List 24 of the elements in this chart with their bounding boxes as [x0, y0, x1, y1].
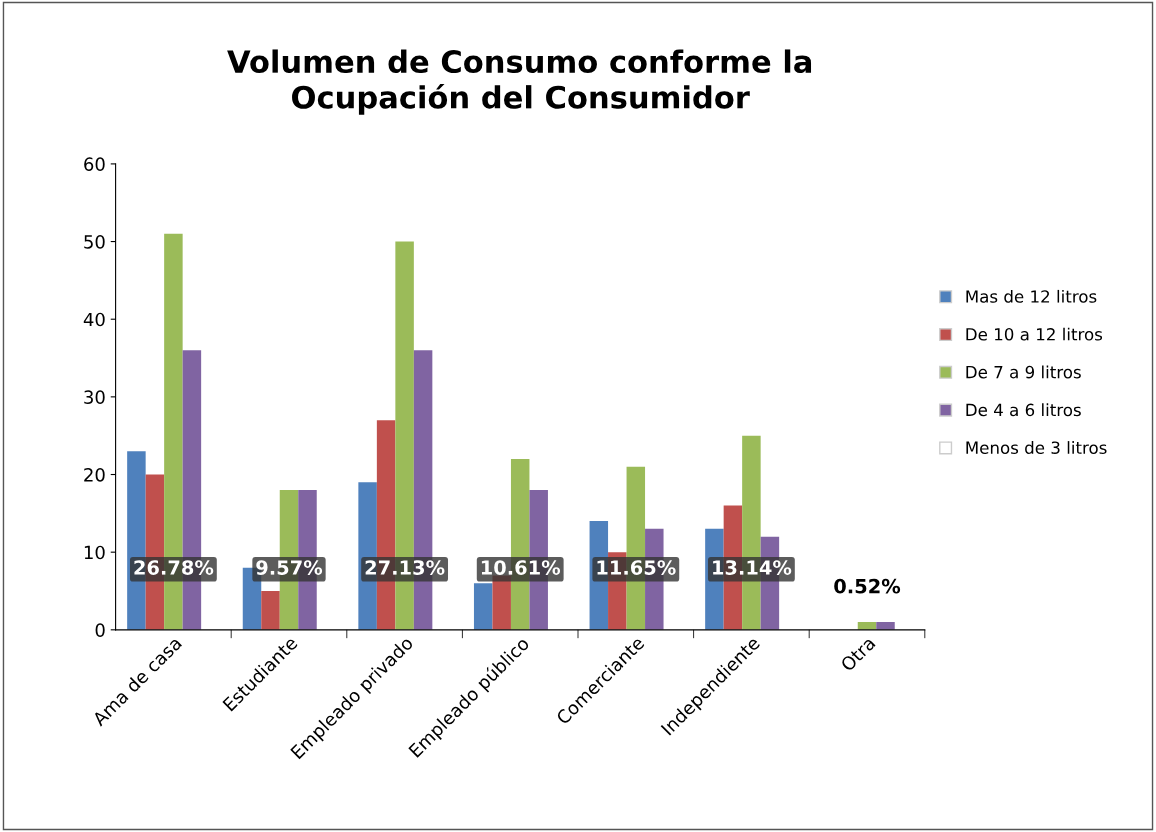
legend-label: Menos de 3 litros: [966, 441, 1107, 454]
bar: [876, 622, 895, 630]
legend-label: Mas de 12 litros: [966, 289, 1097, 303]
x-tick-label: Otra: [839, 636, 876, 672]
y-tick-label: 50: [84, 235, 105, 249]
y-tick-label: 0: [95, 623, 105, 637]
annotation: 10.61%: [481, 560, 561, 575]
y-tick-label: 30: [84, 390, 105, 404]
legend-label: De 10 a 12 litros: [966, 327, 1103, 341]
y-tick-label: 40: [83, 312, 105, 327]
annotation: 26.78%: [134, 560, 214, 575]
chart-title: Volumen de Consumo conforme la Ocupación del Consumidor: [227, 49, 812, 115]
y-tick-label: 10: [84, 545, 105, 560]
bar: [261, 591, 280, 630]
legend-label: De 7 a 9 litros: [966, 365, 1081, 379]
annotation: 9.57%: [256, 560, 323, 575]
y-tick-label: 20: [84, 467, 105, 482]
legend-label: De 4 a 6 litros: [966, 403, 1081, 417]
bar: [473, 583, 493, 630]
annotation: 13.14%: [713, 560, 792, 575]
annotation: 27.13%: [365, 560, 445, 575]
y-tick-label: 60: [84, 157, 105, 172]
annotation: 11.65%: [597, 560, 676, 575]
annotation: 0.52%: [834, 578, 901, 594]
